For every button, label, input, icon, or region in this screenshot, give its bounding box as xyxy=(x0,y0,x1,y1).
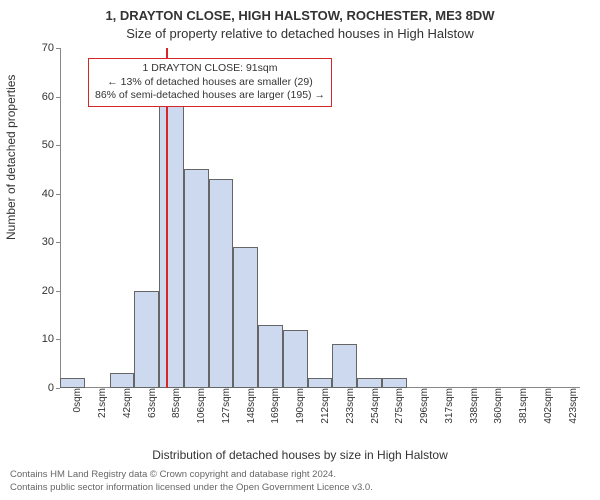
histogram-bar xyxy=(159,106,184,388)
y-tick-mark xyxy=(56,339,60,340)
footer-line2: Contains public sector information licen… xyxy=(10,482,373,494)
y-tick-label: 50 xyxy=(24,139,60,151)
x-tick-label: 106sqm xyxy=(192,388,207,424)
y-tick-mark xyxy=(56,97,60,98)
x-tick-label: 212sqm xyxy=(316,388,331,424)
x-tick-label: 317sqm xyxy=(440,388,455,424)
histogram-bar xyxy=(283,330,308,388)
x-axis-label: Distribution of detached houses by size … xyxy=(0,448,600,462)
footer: Contains HM Land Registry data © Crown c… xyxy=(10,469,373,494)
y-tick-mark xyxy=(56,48,60,49)
x-tick-label: 338sqm xyxy=(465,388,480,424)
y-tick-label: 10 xyxy=(24,333,60,345)
x-tick-label: 42sqm xyxy=(118,388,133,418)
annotation-line: 1 DRAYTON CLOSE: 91sqm xyxy=(95,62,325,76)
histogram-bar xyxy=(233,247,258,388)
x-tick-label: 148sqm xyxy=(242,388,257,424)
histogram-bar xyxy=(184,169,209,388)
x-tick-label: 381sqm xyxy=(514,388,529,424)
y-tick-mark xyxy=(56,145,60,146)
x-tick-label: 0sqm xyxy=(68,388,83,412)
histogram-bar xyxy=(357,378,382,388)
histogram-bar xyxy=(332,344,357,388)
x-tick-label: 275sqm xyxy=(390,388,405,424)
x-tick-label: 360sqm xyxy=(489,388,504,424)
footer-line1: Contains HM Land Registry data © Crown c… xyxy=(10,469,373,481)
y-tick-label: 40 xyxy=(24,188,60,200)
x-tick-label: 423sqm xyxy=(564,388,579,424)
y-tick-label: 30 xyxy=(24,236,60,248)
y-tick-label: 60 xyxy=(24,91,60,103)
x-tick-label: 254sqm xyxy=(366,388,381,424)
chart-title-line1: 1, DRAYTON CLOSE, HIGH HALSTOW, ROCHESTE… xyxy=(0,8,600,23)
y-tick-mark xyxy=(56,242,60,243)
x-tick-label: 63sqm xyxy=(143,388,158,418)
x-tick-label: 233sqm xyxy=(341,388,356,424)
histogram-bar xyxy=(209,179,234,388)
y-tick-label: 20 xyxy=(24,285,60,297)
x-tick-label: 190sqm xyxy=(291,388,306,424)
x-tick-label: 169sqm xyxy=(266,388,281,424)
chart-title-line2: Size of property relative to detached ho… xyxy=(0,26,600,41)
x-tick-label: 402sqm xyxy=(539,388,554,424)
histogram-bar xyxy=(60,378,85,388)
plot-area: 010203040506070 0sqm21sqm42sqm63sqm85sqm… xyxy=(60,48,580,388)
y-tick-mark xyxy=(56,388,60,389)
chart-container: 1, DRAYTON CLOSE, HIGH HALSTOW, ROCHESTE… xyxy=(0,0,600,500)
y-tick-mark xyxy=(56,291,60,292)
annotation-box: 1 DRAYTON CLOSE: 91sqm← 13% of detached … xyxy=(88,58,332,107)
x-tick-label: 296sqm xyxy=(415,388,430,424)
x-tick-label: 127sqm xyxy=(217,388,232,424)
x-tick-label: 21sqm xyxy=(93,388,108,418)
y-axis-label: Number of detached properties xyxy=(4,75,18,240)
y-tick-mark xyxy=(56,194,60,195)
histogram-bar xyxy=(134,291,159,388)
x-tick-label: 85sqm xyxy=(167,388,182,418)
annotation-line: ← 13% of detached houses are smaller (29… xyxy=(95,76,325,90)
histogram-bar xyxy=(382,378,407,388)
annotation-line: 86% of semi-detached houses are larger (… xyxy=(95,89,325,103)
histogram-bar xyxy=(258,325,283,388)
y-tick-label: 70 xyxy=(24,42,60,54)
histogram-bar xyxy=(308,378,333,388)
histogram-bar xyxy=(110,373,135,388)
y-tick-label: 0 xyxy=(24,382,60,394)
